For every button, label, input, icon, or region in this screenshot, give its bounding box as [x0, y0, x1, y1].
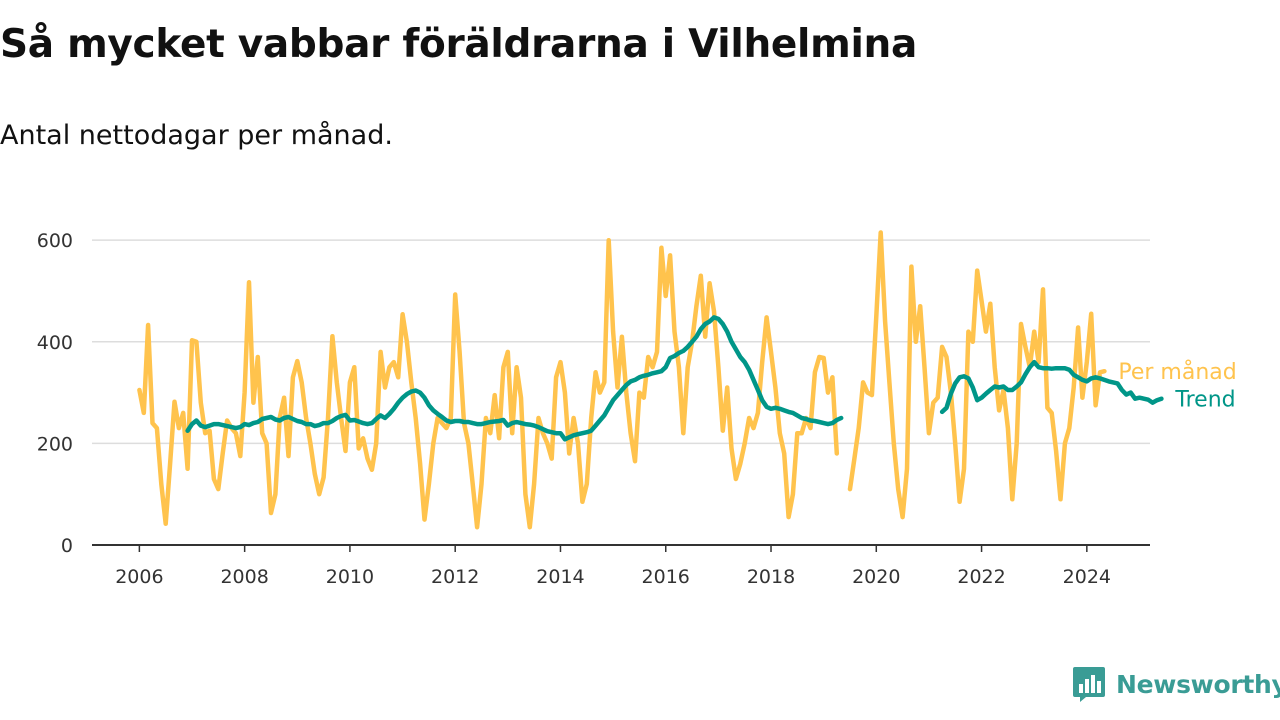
x-tick-label: 2020: [852, 566, 900, 588]
bar-chart-bubble-icon: [1073, 667, 1105, 702]
x-tick-label: 2016: [642, 566, 690, 588]
x-tick-label: 2024: [1063, 566, 1111, 588]
x-tick-label: 2008: [220, 566, 268, 588]
legend-label-trend: Trend: [1174, 388, 1235, 413]
y-tick-label: 600: [37, 230, 73, 252]
chart-title: Så mycket vabbar föräldrarna i Vilhelmin…: [0, 22, 918, 67]
series-lines: [137, 230, 1164, 530]
y-tick-label: 0: [61, 535, 73, 557]
x-tick-label: 2018: [747, 566, 795, 588]
x-axis: 2006 2008 2010 2012 2014 2016 2018 2020 2022 2024: [92, 544, 1150, 588]
chart-subtitle: Antal nettodagar per månad.: [0, 120, 393, 151]
series-line-trend: [185, 315, 1164, 442]
x-tick-label: 2010: [326, 566, 374, 588]
series-line-per-manad: [137, 230, 1107, 530]
x-tick-label: 2012: [431, 566, 479, 588]
x-tick-label: 2022: [957, 566, 1005, 588]
legend: Per månad Trend: [1118, 359, 1236, 412]
brand-name: Newsworthy: [1116, 669, 1280, 699]
y-tick-label: 400: [37, 332, 73, 354]
newsworthy-logo: Newsworthy: [1072, 664, 1280, 704]
x-tick-label: 2014: [536, 566, 584, 588]
x-tick-label: 2006: [115, 566, 163, 588]
y-tick-label: 200: [37, 433, 73, 455]
legend-label-per-manad: Per månad: [1118, 359, 1236, 385]
